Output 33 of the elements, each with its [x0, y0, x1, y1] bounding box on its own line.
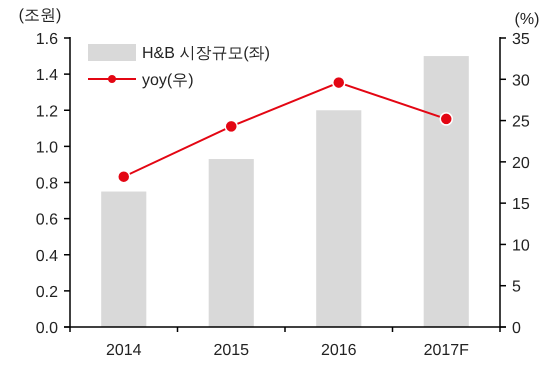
y2-tick-label: 10 — [512, 237, 530, 254]
y2-axis-title: (%) — [514, 11, 540, 28]
legend-label: H&B 시장규모(좌) — [142, 45, 270, 62]
x-tick-label: 2014 — [106, 342, 142, 359]
y-tick-label: 1.0 — [36, 139, 58, 156]
bar — [101, 192, 146, 327]
x-tick-label: 2016 — [320, 342, 357, 359]
y-axis-title: (조원) — [18, 7, 62, 24]
bar — [316, 110, 362, 327]
y2-tick-label: 0 — [512, 320, 521, 337]
x-tick-label: 2015 — [213, 342, 250, 359]
y2-tick-label: 15 — [512, 196, 530, 214]
y2-tick-label: 30 — [512, 72, 530, 90]
legend-label: yoy(우) — [142, 72, 194, 89]
point — [440, 112, 453, 126]
y-tick-label: 0.4 — [36, 248, 58, 265]
y2-tick-label: 25 — [512, 114, 530, 131]
y2-tick-label: 35 — [512, 31, 530, 48]
x-tick-label: 2017F — [424, 342, 470, 359]
point — [117, 170, 130, 184]
point — [332, 76, 346, 90]
y-tick-label: 0.8 — [36, 176, 58, 192]
bar — [208, 159, 254, 327]
y-tick-label: 1.4 — [36, 67, 58, 84]
y2-tick-label: 20 — [512, 154, 530, 172]
y-tick-label: 1.2 — [36, 103, 58, 120]
y2-tick-label: 5 — [512, 278, 521, 296]
bar — [424, 56, 469, 327]
point — [224, 120, 238, 134]
y-tick-label: 0.2 — [36, 284, 58, 301]
y-tick-label: 1.6 — [36, 31, 58, 48]
y-tick-label: 0.6 — [36, 212, 58, 229]
y-tick-label: 0.0 — [36, 320, 58, 337]
